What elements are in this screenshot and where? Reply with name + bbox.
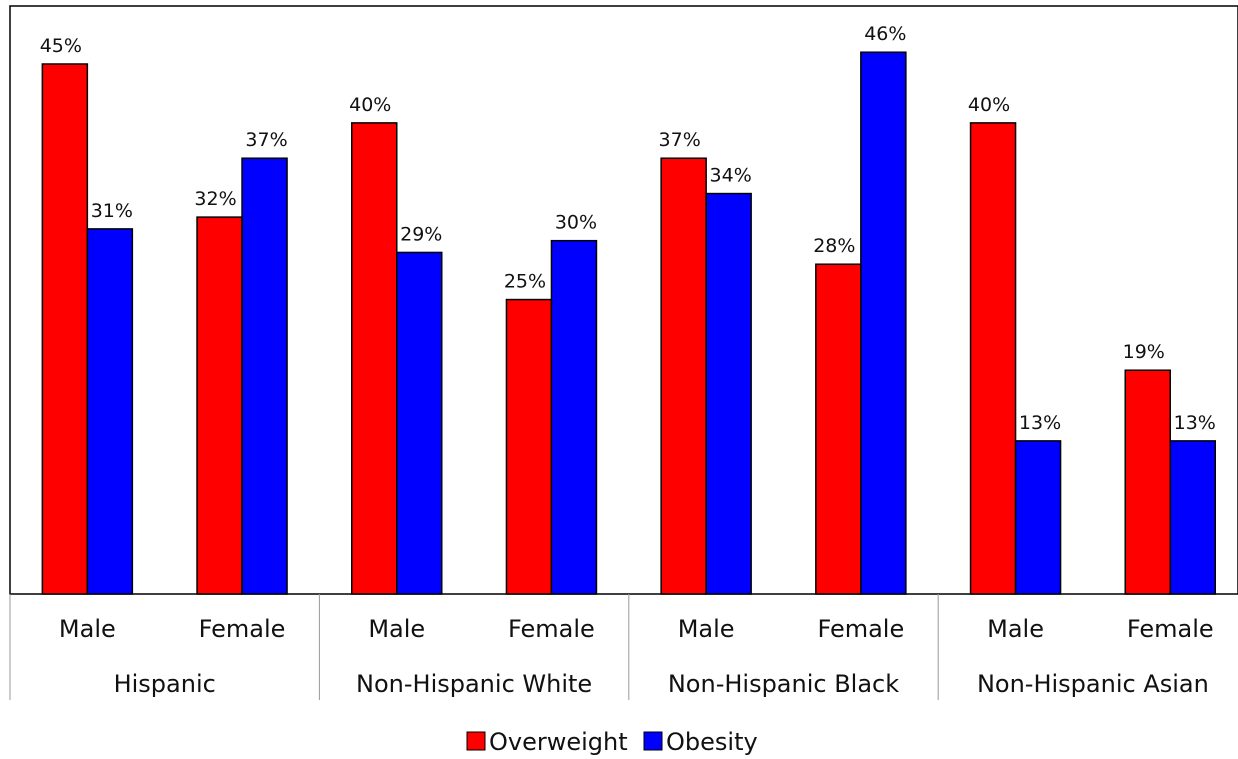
- bar-overweight-5: [660, 157, 707, 595]
- bar-overweight-8: [1124, 369, 1171, 595]
- data-label-obesity-5: 34%: [710, 165, 752, 187]
- category-tick-label: Female: [508, 615, 595, 643]
- category-tick-label: Female: [199, 615, 286, 643]
- category-tick-label: Male: [59, 615, 116, 643]
- data-label-obesity-6: 46%: [864, 23, 906, 45]
- bar-obesity-2: [241, 157, 288, 595]
- group-label: Non-Hispanic Black: [668, 670, 899, 698]
- data-label-overweight-4: 25%: [504, 271, 546, 293]
- category-tick-label: Male: [678, 615, 735, 643]
- data-label-overweight-1: 45%: [40, 35, 82, 57]
- bar-overweight-2: [196, 216, 243, 595]
- category-tick-label: Female: [1127, 615, 1214, 643]
- bar-obesity-3: [396, 251, 443, 595]
- group-label: Hispanic: [114, 670, 216, 698]
- bar-obesity-8: [1169, 440, 1216, 595]
- data-label-overweight-8: 19%: [1123, 341, 1165, 363]
- data-label-obesity-2: 37%: [245, 129, 287, 151]
- data-label-obesity-4: 30%: [555, 212, 597, 234]
- category-tick-label: Male: [368, 615, 425, 643]
- data-label-obesity-7: 13%: [1019, 412, 1061, 434]
- bar-obesity-7: [1014, 440, 1062, 595]
- bar-obesity-5: [705, 192, 752, 595]
- legend-label-overweight: Overweight: [489, 728, 628, 756]
- category-tick-label: Male: [987, 615, 1044, 643]
- legend-swatch-overweight: [466, 731, 486, 751]
- legend: Overweight Obesity: [466, 728, 758, 756]
- bar-overweight-1: [41, 63, 89, 595]
- bar-overweight-7: [969, 122, 1017, 595]
- group-label: Non-Hispanic Asian: [977, 670, 1209, 698]
- bar-overweight-3: [351, 122, 398, 595]
- category-axis: Male Female Male Female Male Female Male Female…: [9, 594, 1214, 700]
- bars-layer: [41, 51, 1216, 595]
- data-label-obesity-3: 29%: [400, 223, 442, 245]
- data-label-overweight-7: 40%: [968, 94, 1010, 116]
- plot-frame: [9, 5, 1238, 595]
- category-tick-label: Female: [817, 615, 904, 643]
- bar-obesity-6: [860, 51, 907, 595]
- bar-obesity-4: [550, 239, 598, 595]
- data-label-overweight-6: 28%: [813, 235, 855, 257]
- data-label-overweight-5: 37%: [659, 129, 701, 151]
- data-label-obesity-8: 13%: [1174, 412, 1216, 434]
- group-label: Non-Hispanic White: [356, 670, 592, 698]
- data-label-obesity-1: 31%: [91, 200, 133, 222]
- data-label-overweight-3: 40%: [349, 94, 391, 116]
- bar-overweight-4: [505, 298, 553, 595]
- legend-swatch-obesity: [643, 731, 663, 751]
- value-labels-layer: 45% 31% 32% 37% 40% 29% 25% 30% 37% 34% 28% 46% 40% 1…: [40, 23, 1216, 434]
- data-label-overweight-2: 32%: [194, 188, 236, 210]
- bar-overweight-6: [815, 263, 862, 595]
- legend-label-obesity: Obesity: [666, 728, 758, 756]
- bar-obesity-1: [86, 228, 134, 595]
